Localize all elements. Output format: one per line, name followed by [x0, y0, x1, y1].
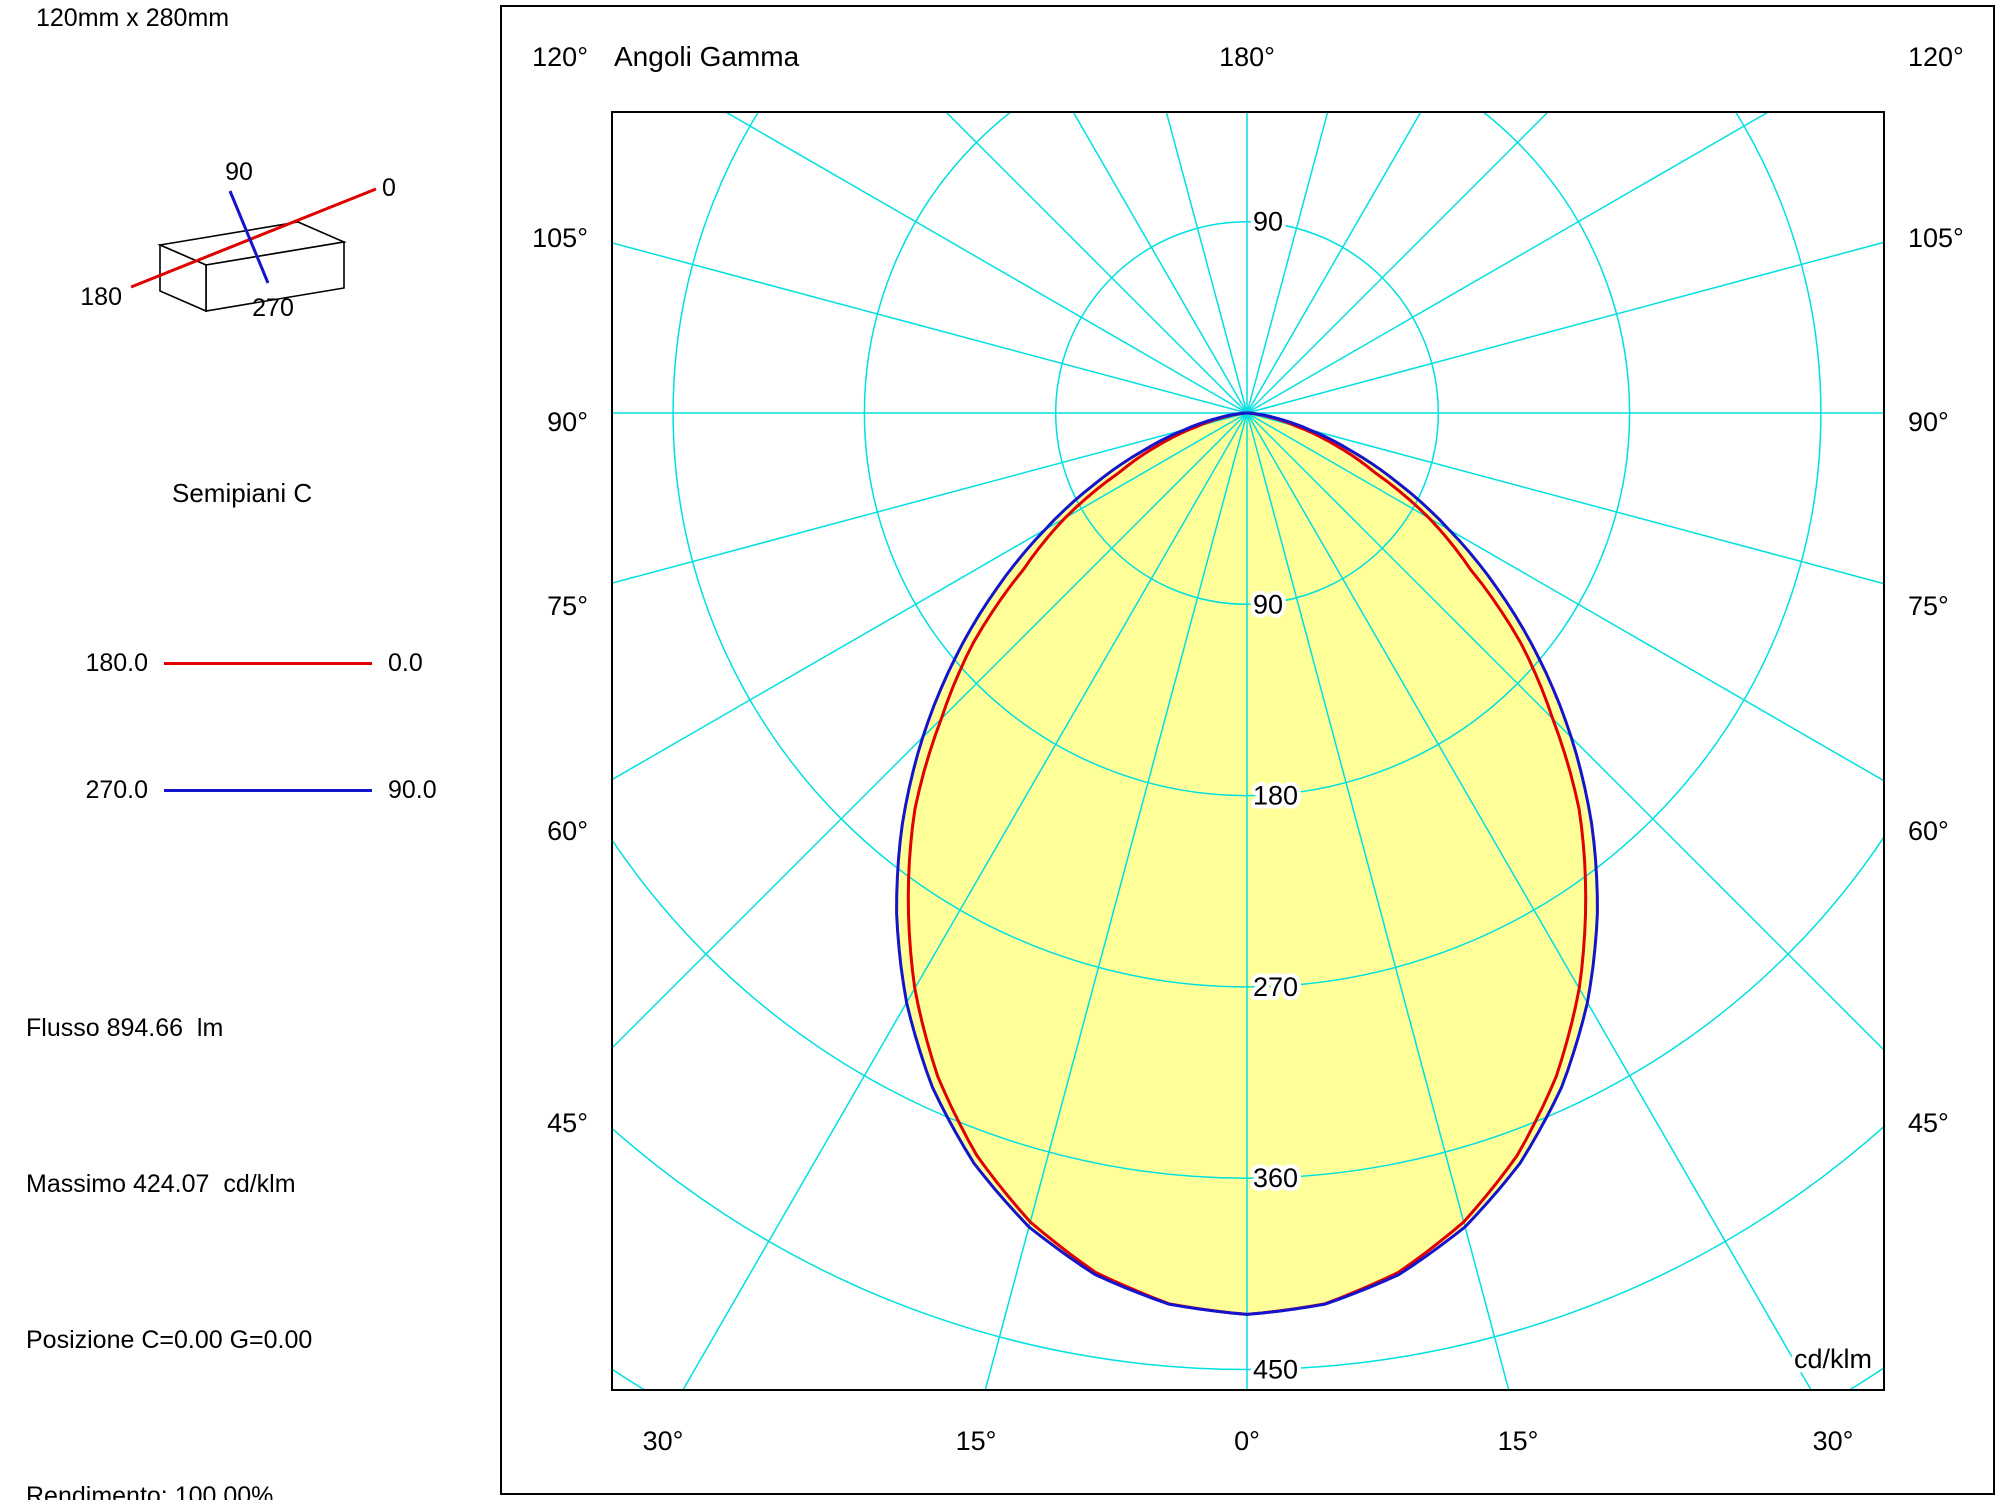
grid-ray	[1246, 412, 1812, 1390]
intensity-tick-label: 90	[1253, 589, 1283, 619]
grid-ray	[1246, 412, 1884, 585]
gamma-left-label: 105°	[532, 223, 588, 253]
grid-ray	[612, 242, 1248, 414]
luminaire-sketch: 90 0 180 270	[80, 158, 396, 322]
grid-ray	[612, 412, 1248, 1050]
intensity-tick-label: 90	[1253, 207, 1283, 237]
grid-ray	[682, 412, 1248, 1390]
grid-ray	[1072, 112, 1248, 414]
grid-ray	[1165, 112, 1248, 414]
intensity-tick-label: 360	[1253, 1163, 1298, 1193]
gamma-left-label: 45°	[547, 1108, 588, 1138]
grid-ray	[1246, 241, 1884, 414]
gamma-bottom-label: 0°	[1234, 1426, 1260, 1456]
stat-rendimento: Rendimento: 100.00%	[26, 1482, 274, 1500]
grid-ray	[1246, 412, 1884, 782]
sketch-label-90: 90	[225, 158, 253, 186]
polar-grid	[612, 112, 1884, 1390]
intensity-tick-label: 450	[1253, 1355, 1298, 1385]
chart-title: Angoli Gamma	[614, 41, 800, 72]
gamma-left-label: 75°	[547, 591, 588, 621]
grid-ray	[1246, 112, 1422, 414]
grid-ray	[724, 112, 1248, 414]
c90-c270-axis-line	[228, 190, 270, 284]
stat-flusso: Flusso 894.66 lm	[26, 1014, 224, 1042]
gamma-top-label: 120°	[1908, 42, 1964, 72]
legend-label-0: 0.0	[388, 648, 423, 677]
stat-posizione: Posizione C=0.00 G=0.00	[26, 1326, 313, 1354]
gamma-right-label: 60°	[1908, 816, 1949, 846]
grid-ray	[1246, 112, 1329, 414]
legend-label-270: 270.0	[85, 775, 148, 804]
grid-ray	[1246, 412, 1510, 1390]
stat-massimo: Massimo 424.07 cd/klm	[26, 1170, 296, 1198]
legend-label-90: 90.0	[388, 775, 437, 804]
c0-c180-axis-line	[130, 187, 377, 289]
intensity-tick-label: 270	[1253, 972, 1298, 1002]
gamma-bottom-label: 15°	[1498, 1426, 1539, 1456]
sketch-label-180: 180	[80, 283, 122, 311]
grid-ray	[944, 112, 1248, 414]
plot-border	[611, 111, 1885, 1391]
gamma-bottom-label: 30°	[1813, 1426, 1854, 1456]
plot-area	[612, 112, 1884, 1390]
grid-ray	[1246, 112, 1770, 414]
legend-line-blue	[164, 788, 372, 792]
c90-c270-curve	[895, 411, 1599, 1316]
unit-label: cd/klm	[1794, 1344, 1872, 1374]
semipiani-c-label: Semipiani C	[172, 478, 313, 508]
gamma-right-label: 75°	[1908, 591, 1949, 621]
grid-ray	[612, 412, 1248, 584]
grid-ray	[1246, 412, 1884, 1052]
gamma-top-label: 180°	[1219, 42, 1275, 72]
gamma-left-label: 60°	[547, 816, 588, 846]
photometry-stats: Flusso 894.66 lm Massimo 424.07 cd/klm P…	[26, 898, 312, 1500]
grid-ray	[1246, 112, 1550, 414]
legend-row-c0-c180: 180.0 0.0	[20, 648, 423, 678]
intensity-tick-label: 180	[1253, 781, 1298, 811]
gamma-top-label: 120°	[532, 42, 588, 72]
outer-frame	[500, 5, 1995, 1495]
grid-ray	[612, 412, 1248, 781]
gamma-right-label: 45°	[1908, 1108, 1949, 1138]
legend-label-180: 180.0	[85, 648, 148, 677]
luminaire-dimensions: 120mm x 280mm	[36, 4, 230, 32]
sketch-label-0: 0	[382, 174, 396, 202]
gamma-right-label: 105°	[1908, 223, 1964, 253]
gamma-polar-chart: 90 180 270 360 450 90 cd/klm Angoli Gamma 120° 18…	[500, 5, 1995, 1495]
grid-ray	[984, 412, 1248, 1390]
gamma-bottom-label: 15°	[956, 1426, 997, 1456]
gamma-left-label: 90°	[547, 407, 588, 437]
sketch-label-270: 270	[252, 294, 294, 322]
legend-line-red	[164, 661, 372, 665]
gamma-right-label: 90°	[1908, 407, 1949, 437]
legend-row-c90-c270: 270.0 90.0	[20, 775, 437, 805]
gamma-bottom-label: 30°	[643, 1426, 684, 1456]
